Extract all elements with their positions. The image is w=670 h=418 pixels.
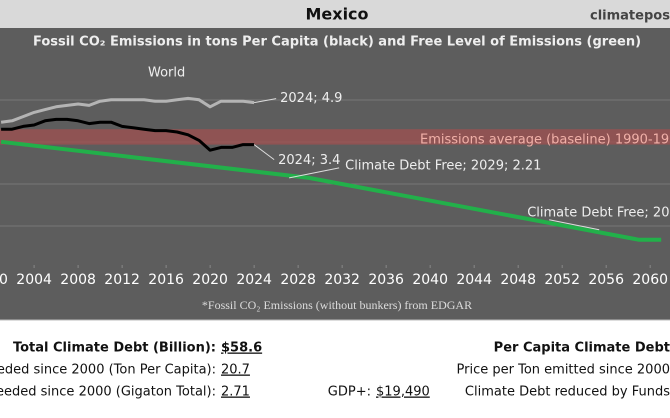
summary: Total Climate Debt (Billion): $58.6 eded s… — [0, 341, 670, 400]
x-tick-label: 2008 — [60, 272, 96, 288]
x-tick-label: 2060 — [632, 272, 668, 288]
leader-line — [254, 98, 277, 104]
leader-line — [549, 219, 600, 231]
summary-label: eded since 2000 (Ton Per Capita): — [0, 363, 216, 378]
x-tick-label: 2000 — [0, 272, 8, 288]
summary-value: 20.7 — [221, 363, 250, 378]
series-line — [0, 96, 255, 124]
summary-label: eeded since 2000 (Gigaton Total): — [0, 385, 216, 400]
summary-value: 2.71 — [221, 385, 250, 400]
brand: climatepositi — [590, 9, 670, 24]
summary-value: $19,490 — [376, 385, 430, 400]
annotation: Climate Debt Free; 2029; 2.21 — [345, 158, 541, 173]
annotation: 2024; 4.9 — [280, 91, 342, 106]
x-tick-label: 2052 — [544, 272, 580, 288]
x-tick-label: 2004 — [16, 272, 52, 288]
overlay: 2000 2004 2008 2012 2016 2020 2024 2028 2032 2036… — [0, 66, 670, 289]
annotation: Climate Debt Free; 20 — [527, 205, 669, 220]
plot — [0, 96, 670, 242]
leader-line — [289, 167, 340, 179]
chart-background — [0, 28, 670, 320]
x-tick-label: 2012 — [104, 272, 140, 288]
header-bar — [0, 0, 670, 28]
summary-label: Per Capita Climate Debt — [494, 341, 670, 356]
baseline-label: Emissions average (baseline) 1990-1999; … — [420, 133, 670, 148]
x-tick-label: 2020 — [192, 272, 228, 288]
chart-title: Mexico — [305, 5, 368, 24]
series-label: World — [148, 66, 185, 81]
summary-label: Climate Debt reduced by Funds — [465, 385, 670, 400]
summary-label: Price per Ton emitted since 2000 — [457, 363, 670, 378]
summary-value: $58.6 — [221, 341, 262, 356]
x-tick-label: 2044 — [456, 272, 492, 288]
summary-label: GDP+: — [328, 385, 371, 400]
x-tick-label: 2048 — [500, 272, 536, 288]
leader-line — [253, 144, 275, 161]
baseline-band — [0, 129, 670, 145]
chart-subtitle: Fossil CO₂ Emissions in tons Per Capita … — [33, 35, 641, 50]
x-tick-label: 2036 — [368, 272, 404, 288]
x-tick-label: 2040 — [412, 272, 448, 288]
x-tick-label: 2024 — [236, 272, 272, 288]
x-tick-label: 2016 — [148, 272, 184, 288]
x-tick-label: 2056 — [588, 272, 624, 288]
series-line — [0, 139, 662, 242]
x-tick-label: 2032 — [324, 272, 360, 288]
x-tick-label: 2028 — [280, 272, 316, 288]
summary-label: Total Climate Debt (Billion): — [13, 341, 216, 356]
source-note: *Fossil CO₂ Emissions (without bunkers) … — [202, 298, 472, 312]
series-line — [1, 117, 255, 152]
annotation: 2024; 3.4 — [278, 153, 340, 168]
